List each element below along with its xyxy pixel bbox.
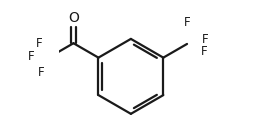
Text: F: F [201,45,207,58]
Text: O: O [68,11,79,25]
Text: F: F [28,50,35,64]
Text: F: F [38,66,44,79]
Text: F: F [36,37,43,50]
Text: F: F [184,16,190,29]
Text: F: F [202,33,209,46]
